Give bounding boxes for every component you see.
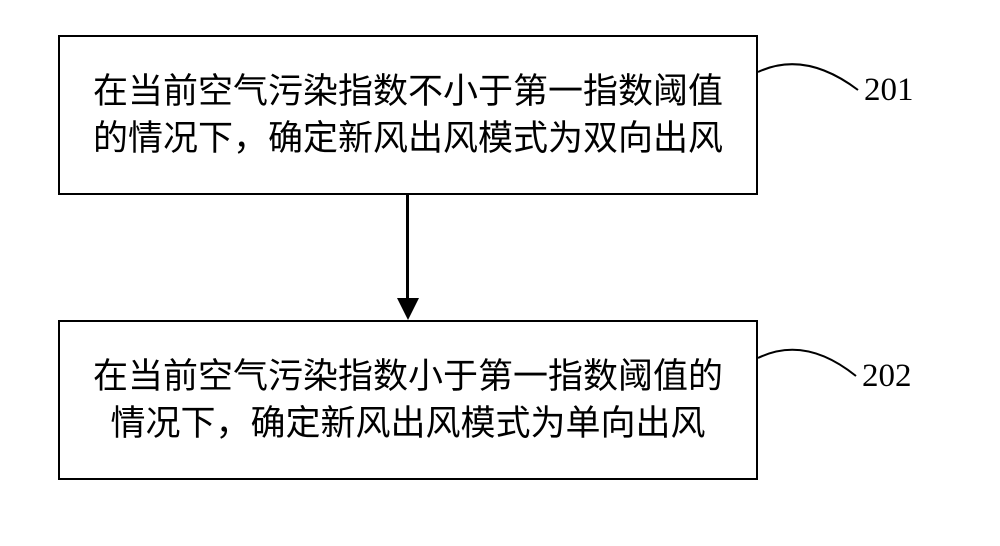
flowchart-canvas: 在当前空气污染指数不小于第一指数阈值的情况下，确定新风出风模式为双向出风 201… (0, 0, 1000, 546)
flow-arrow-shaft (406, 195, 409, 300)
flow-node-201: 在当前空气污染指数不小于第一指数阈值的情况下，确定新风出风模式为双向出风 (58, 35, 758, 195)
flow-node-202: 在当前空气污染指数小于第一指数阈值的情况下，确定新风出风模式为单向出风 (58, 320, 758, 480)
flow-node-label-201: 201 (864, 72, 914, 109)
flow-arrow-head (397, 298, 419, 320)
flow-node-text: 在当前空气污染指数小于第一指数阈值的情况下，确定新风出风模式为单向出风 (80, 353, 736, 448)
flow-node-label-202: 202 (862, 358, 912, 395)
flow-node-text: 在当前空气污染指数不小于第一指数阈值的情况下，确定新风出风模式为双向出风 (80, 68, 736, 163)
label-text: 202 (862, 358, 912, 394)
label-text: 201 (864, 72, 914, 108)
